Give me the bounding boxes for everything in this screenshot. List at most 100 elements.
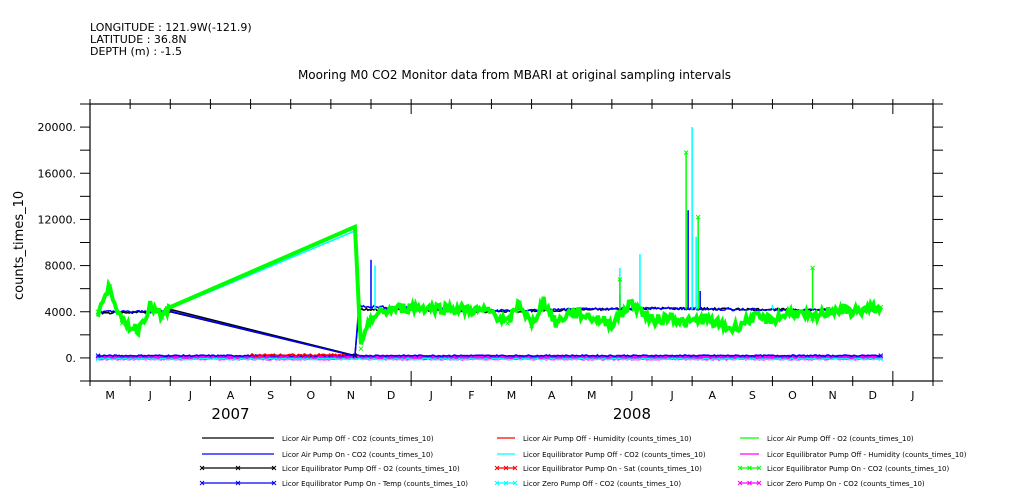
legend-marker bbox=[512, 480, 518, 486]
x-tick-label: N bbox=[829, 389, 837, 402]
series-marker bbox=[95, 309, 101, 315]
x-tick-label: M bbox=[587, 389, 597, 402]
legend-marker bbox=[199, 465, 205, 471]
series-marker bbox=[878, 304, 884, 310]
series-marker bbox=[358, 346, 364, 352]
series-marker bbox=[517, 300, 522, 305]
plot-frame bbox=[89, 103, 934, 382]
series-marker bbox=[352, 226, 358, 232]
series-marker bbox=[878, 356, 884, 362]
legend-marker bbox=[747, 465, 752, 471]
series-marker bbox=[368, 315, 374, 320]
series-marker bbox=[489, 309, 494, 315]
legend-item: Licor Zero Pump On - CO2 (counts_times_1… bbox=[737, 480, 925, 488]
y-tick-label: 20000. bbox=[38, 121, 77, 134]
legend-label: Licor Equilibrator Pump Off - O2 (counts… bbox=[282, 465, 460, 473]
y-tick-label: 0. bbox=[66, 352, 77, 365]
legend-marker bbox=[494, 480, 500, 486]
series-marker bbox=[95, 356, 101, 362]
series-line bbox=[97, 357, 881, 361]
series-marker bbox=[701, 316, 707, 322]
series-group bbox=[95, 127, 884, 362]
legend-marker bbox=[756, 480, 762, 486]
chart-title: Mooring M0 CO2 Monitor data from MBARI a… bbox=[297, 68, 732, 82]
series-marker bbox=[135, 326, 141, 332]
x-tick-label: M bbox=[507, 389, 517, 402]
series-marker bbox=[589, 315, 595, 320]
legend-item: Licor Air Pump Off - CO2 (counts_times_1… bbox=[202, 435, 434, 443]
series-marker bbox=[770, 317, 775, 323]
series-2 bbox=[250, 352, 356, 358]
series-3 bbox=[170, 127, 774, 310]
series-marker bbox=[695, 214, 701, 220]
x-tick-label: D bbox=[869, 389, 877, 402]
x-tick-label: S bbox=[749, 389, 756, 402]
x-year-label: 2008 bbox=[613, 405, 651, 423]
x-tick-label: A bbox=[227, 389, 235, 402]
series-marker bbox=[683, 150, 689, 155]
series-marker bbox=[750, 315, 755, 320]
y-tick-label: 8000. bbox=[45, 260, 77, 273]
series-marker bbox=[147, 303, 153, 309]
series-marker bbox=[790, 309, 795, 315]
legend-item: Licor Equilibrator Pump On - Sat (counts… bbox=[494, 465, 702, 473]
legend-marker bbox=[756, 465, 762, 471]
legend-marker bbox=[271, 480, 277, 486]
legend-label: Licor Equilibrator Pump Off - Humidity (… bbox=[767, 451, 967, 459]
x-tick-label: N bbox=[347, 389, 355, 402]
legend-label: Licor Air Pump Off - O2 (counts_times_10… bbox=[767, 435, 914, 443]
x-tick-label: A bbox=[708, 389, 716, 402]
depth-label: DEPTH (m) : -1.5 bbox=[90, 45, 183, 58]
series-marker bbox=[505, 320, 510, 326]
legend-marker bbox=[512, 465, 518, 471]
legend-marker bbox=[503, 465, 509, 471]
series-marker bbox=[810, 265, 815, 271]
series-marker bbox=[167, 304, 173, 310]
legend-marker bbox=[737, 480, 743, 486]
series-marker bbox=[609, 320, 615, 326]
x-year-label: 2007 bbox=[211, 405, 249, 423]
legend-marker bbox=[235, 480, 241, 486]
series-marker bbox=[529, 323, 534, 328]
x-tick-label: J bbox=[629, 389, 633, 402]
latitude-label: LATITUDE : 36.8N bbox=[90, 33, 187, 46]
x-tick-label: F bbox=[468, 389, 474, 402]
legend-item: Licor Equilibrator Pump On - Temp (count… bbox=[199, 480, 468, 488]
legend-label: Licor Equilibrator Pump On - Temp (count… bbox=[282, 480, 468, 488]
legend-marker bbox=[503, 480, 509, 486]
x-tick-label: S bbox=[267, 389, 274, 402]
legend-label: Licor Air Pump Off - Humidity (counts_ti… bbox=[523, 435, 692, 443]
series-marker bbox=[408, 304, 414, 310]
series-marker bbox=[629, 300, 635, 305]
legend-label: Licor Zero Pump Off - CO2 (counts_times_… bbox=[523, 480, 681, 488]
x-tick-label: A bbox=[548, 389, 556, 402]
series-marker bbox=[878, 353, 884, 358]
y-tick-label: 4000. bbox=[45, 306, 77, 319]
legend-marker bbox=[494, 465, 500, 471]
legend-label: Licor Air Pump Off - CO2 (counts_times_1… bbox=[282, 435, 434, 443]
x-tick-label: J bbox=[910, 389, 914, 402]
series-marker bbox=[448, 305, 454, 311]
series-10 bbox=[95, 356, 884, 362]
legend-marker bbox=[747, 480, 752, 486]
series-9 bbox=[95, 353, 884, 358]
series-line bbox=[97, 354, 882, 361]
legend-marker bbox=[271, 465, 277, 471]
legend-label: Licor Zero Pump On - CO2 (counts_times_1… bbox=[767, 480, 925, 488]
x-tick-label: M bbox=[105, 389, 115, 402]
series-marker bbox=[553, 320, 559, 326]
x-tick-label: J bbox=[429, 389, 433, 402]
legend-item: Licor Equilibrator Pump On - CO2 (counts… bbox=[737, 465, 949, 473]
x-tick-label: J bbox=[669, 389, 673, 402]
series-marker bbox=[810, 316, 815, 322]
legend-item: Licor Equilibrator Pump Off - Humidity (… bbox=[740, 451, 967, 459]
series-line bbox=[97, 353, 881, 358]
legend-marker bbox=[737, 465, 743, 471]
legend-label: Licor Equilibrator Pump On - Sat (counts… bbox=[523, 465, 702, 473]
series-marker bbox=[669, 314, 675, 319]
series-marker bbox=[729, 326, 735, 332]
x-tick-label: J bbox=[148, 389, 152, 402]
series-marker bbox=[541, 297, 546, 303]
legend-item: Licor Air Pump Off - Humidity (counts_ti… bbox=[497, 435, 692, 443]
series-marker bbox=[830, 307, 835, 312]
